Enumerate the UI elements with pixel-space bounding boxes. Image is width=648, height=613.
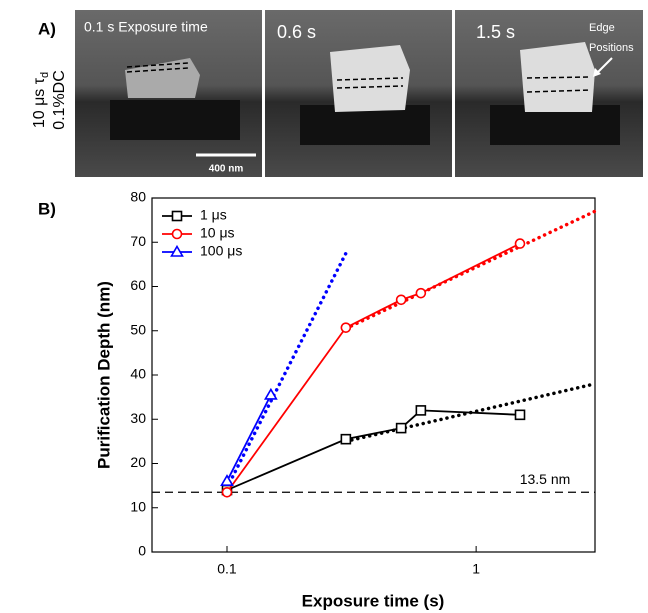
y-tick-label: 0 <box>138 543 146 559</box>
y-tick-label: 50 <box>130 321 146 337</box>
series-line <box>226 242 521 494</box>
series-line <box>226 394 272 483</box>
x-tick-label: 1 <box>472 561 480 577</box>
marker <box>220 474 234 486</box>
fit-line <box>225 251 348 490</box>
y-tick-label: 80 <box>130 189 146 205</box>
y-tick-label: 40 <box>130 366 146 382</box>
y-tick-label: 10 <box>130 498 146 514</box>
x-tick-label: 0.1 <box>217 561 237 577</box>
y-axis-label: Purification Depth (nm) <box>94 281 113 469</box>
side-label: 0.1%DC <box>51 70 68 130</box>
image-note: Edge <box>589 22 615 34</box>
image-note: Positions <box>589 42 634 54</box>
y-tick-label: 70 <box>130 233 146 249</box>
marker <box>415 287 427 299</box>
fit-line <box>344 209 597 331</box>
y-tick-label: 20 <box>130 454 146 470</box>
panel-a: A) 10 μs τd 0.1%DC 0.1 s Exposure time 4… <box>31 10 643 177</box>
marker <box>395 294 407 306</box>
legend-marker <box>170 244 184 257</box>
legend-label: 1 μs <box>200 207 227 223</box>
side-label-sub: d <box>39 72 51 78</box>
side-label: 10 μs τd <box>31 72 51 128</box>
marker <box>221 486 233 498</box>
scale-bar-label: 400 nm <box>209 164 244 175</box>
legend-label: 100 μs <box>200 243 242 259</box>
sem-image: 0.6 s <box>265 10 452 177</box>
legend-marker <box>171 228 183 240</box>
panel-label: B) <box>38 199 56 218</box>
image-caption: 0.1 s Exposure time <box>84 19 208 35</box>
y-tick-label: 30 <box>130 410 146 426</box>
sem-image: 0.1 s Exposure time 400 nm <box>75 10 262 177</box>
side-label-text: 10 μs τ <box>31 77 48 128</box>
marker <box>514 409 526 421</box>
reference-label: 13.5 nm <box>520 471 571 487</box>
x-axis-label: Exposure time (s) <box>302 591 445 610</box>
marker <box>514 238 526 249</box>
marker <box>395 422 407 434</box>
y-tick-label: 60 <box>130 277 146 293</box>
legend-label: 10 μs <box>200 225 235 241</box>
marker <box>263 387 278 400</box>
legend-marker <box>171 210 183 222</box>
marker <box>340 433 352 445</box>
image-caption: 0.6 s <box>277 22 316 42</box>
panel-label: A) <box>38 19 56 38</box>
marker <box>415 405 427 416</box>
sem-image: 1.5 s Edge Positions <box>455 10 643 177</box>
image-caption: 1.5 s <box>476 22 515 42</box>
series-line <box>226 409 521 491</box>
marker <box>340 322 352 333</box>
